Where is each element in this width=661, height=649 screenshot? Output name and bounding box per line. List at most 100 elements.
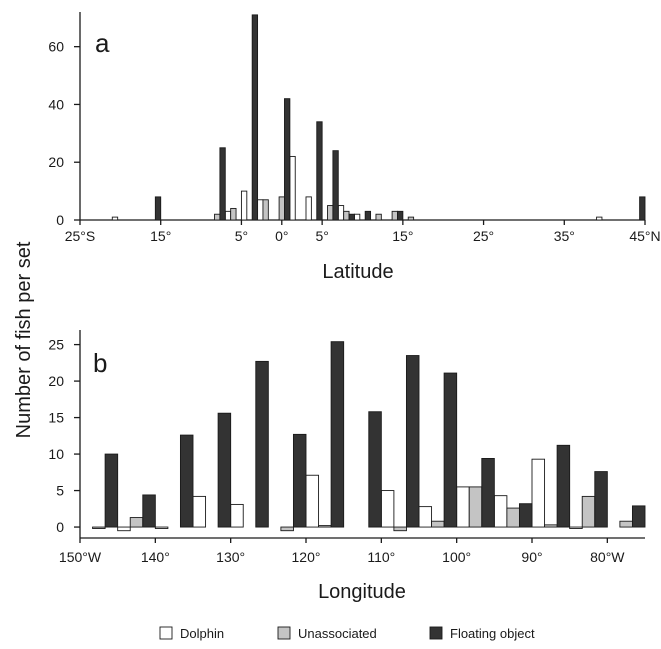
panel-a-bar-floating — [219, 147, 226, 221]
panel-b-bar-unassociated — [129, 517, 144, 528]
panel-a-y-tick-label: 40 — [48, 96, 64, 112]
panel-a-bar-unassociated — [391, 210, 398, 221]
panel-a-x-tick-label: 45°N — [629, 228, 660, 244]
panel-a-x-tick-label: 25°S — [65, 228, 96, 244]
legend: Dolphin Unassociated Floating object — [159, 626, 535, 641]
panel-b-bar-floating — [481, 458, 495, 528]
panel-b-x-tick-label: 150°W — [59, 549, 102, 565]
panel-b-bar-dolphin — [380, 490, 395, 528]
panel-a-label: a — [95, 28, 110, 58]
panel-a-x-tick-label: 0° — [275, 228, 288, 244]
panel-a-x-tick-label: 35° — [554, 228, 575, 244]
panel-a-bar-dolphin — [224, 210, 232, 221]
panel-b-bar-dolphin — [569, 526, 583, 529]
panel-b-x-tick-label: 100° — [442, 549, 471, 565]
panel-b-label: b — [93, 348, 107, 378]
panel-b-bar-floating — [556, 444, 571, 528]
panel-a-bar-floating — [332, 150, 339, 221]
panel-b-bar-unassociated — [92, 526, 106, 529]
panel-a-x-tick-label: 15° — [392, 228, 413, 244]
panel-a-y-tick-label: 60 — [48, 39, 64, 55]
panel-a-bar-floating — [316, 121, 323, 221]
panel-a-bar-dolphin — [353, 213, 361, 221]
panel-b-bar-dolphin — [305, 474, 320, 528]
legend-swatch-floating — [429, 626, 443, 640]
panel-a-bar-dolphin — [289, 155, 296, 221]
panel-a-x-tick-label: 15° — [150, 228, 171, 244]
panel-b-bar-dolphin — [493, 495, 508, 528]
panel-b-bar-dolphin — [154, 526, 169, 529]
panel-b-bar-floating — [104, 453, 119, 528]
panel-a-bar-dolphin — [305, 196, 312, 221]
panel-b-bar-dolphin — [531, 458, 546, 528]
panel-b-bar-unassociated — [393, 526, 407, 532]
panel-b-longitude-chart: b Longitude 0 5 10 15 20 25 150°W 140° 130° 120° 1… — [48, 330, 646, 603]
panel-a-y-tick-label: 0 — [56, 212, 64, 228]
panel-b-x-tick-label: 80°W — [590, 549, 625, 565]
panel-b-bar-unassociated — [619, 520, 633, 528]
panel-a-bar-dolphin — [337, 205, 345, 221]
panel-b-bar-floating — [255, 360, 269, 528]
panel-a-bar-floating — [397, 210, 404, 221]
panel-b-bar-unassociated — [280, 526, 294, 532]
panel-a-bar-dolphin — [596, 216, 603, 221]
panel-b-bar-unassociated — [544, 524, 558, 528]
panel-b-x-tick-label: 90° — [521, 549, 542, 565]
legend-label-dolphin: Dolphin — [180, 626, 224, 641]
panel-a-bar-unassociated — [262, 199, 269, 221]
panel-a-bar-dolphin — [257, 199, 264, 221]
panel-b-y-tick-label: 0 — [56, 519, 64, 535]
legend-swatch-unassociated — [277, 626, 291, 640]
panel-b-bar-floating — [518, 503, 533, 528]
panel-b-bar-unassociated — [506, 507, 520, 528]
legend-label-unassociated: Unassociated — [298, 626, 377, 641]
panel-a-bar-unassociated — [407, 216, 415, 221]
panel-a-bar-floating — [284, 98, 291, 221]
panel-a-bar-unassociated — [230, 207, 237, 221]
panel-a-bar-floating — [364, 210, 372, 221]
panel-b-bar-floating — [594, 471, 608, 528]
panel-a-bar-floating — [639, 196, 646, 221]
panel-a-bar-dolphin — [111, 216, 119, 221]
panel-b-y-tick-label: 15 — [48, 410, 64, 426]
panel-a-x-tick-label: 5° — [235, 228, 248, 244]
panel-b-x-tick-label: 130° — [216, 549, 245, 565]
legend-swatch-dolphin — [159, 626, 173, 640]
panel-b-bar-floating — [292, 433, 307, 528]
panel-b-x-tick-label: 120° — [292, 549, 321, 565]
panel-a-bar-floating — [348, 213, 355, 221]
panel-b-bar-unassociated — [318, 525, 332, 528]
panel-b-bar-floating — [405, 355, 420, 528]
panel-b-bar-dolphin — [192, 495, 207, 528]
panel-b-bar-floating — [368, 411, 382, 528]
panel-b-bar-floating — [330, 341, 345, 528]
panel-a-y-tick-label: 20 — [48, 154, 64, 170]
panel-a-bar-unassociated — [278, 196, 285, 221]
panel-b-x-tick-label: 110° — [367, 549, 395, 565]
panel-b-bar-dolphin — [230, 503, 244, 528]
panel-b-x-tick-label: 140° — [141, 549, 170, 565]
panel-a-bar-floating — [154, 196, 162, 221]
panel-b-y-tick-label: 25 — [48, 337, 64, 353]
panel-b-bar-floating — [179, 434, 194, 528]
panel-b-bar-floating — [443, 372, 458, 528]
panel-b-y-tick-label: 10 — [48, 446, 64, 462]
panel-a-bar-dolphin — [240, 190, 248, 221]
panel-a-x-tick-label: 5° — [315, 228, 328, 244]
panel-b-x-axis-title: Longitude — [318, 581, 406, 603]
panel-a-bar-unassociated — [343, 210, 350, 221]
y-axis-title: Number of fish per set — [13, 241, 35, 438]
panel-b-bar-floating — [217, 412, 232, 528]
panel-a-bar-unassociated — [327, 205, 334, 221]
legend-label-floating: Floating object — [450, 626, 535, 641]
panel-a-bar-floating — [251, 14, 259, 221]
panel-a-x-axis-title: Latitude — [322, 261, 393, 283]
panel-b-bar-dolphin — [456, 486, 470, 528]
panel-b-bar-floating — [142, 494, 156, 528]
panel-b-bar-floating — [631, 505, 646, 528]
panel-b-bar-unassociated — [468, 486, 483, 528]
panel-a-bar-unassociated — [214, 213, 221, 221]
panel-b-bar-unassociated — [431, 520, 445, 528]
panel-a-bar-unassociated — [375, 213, 382, 221]
